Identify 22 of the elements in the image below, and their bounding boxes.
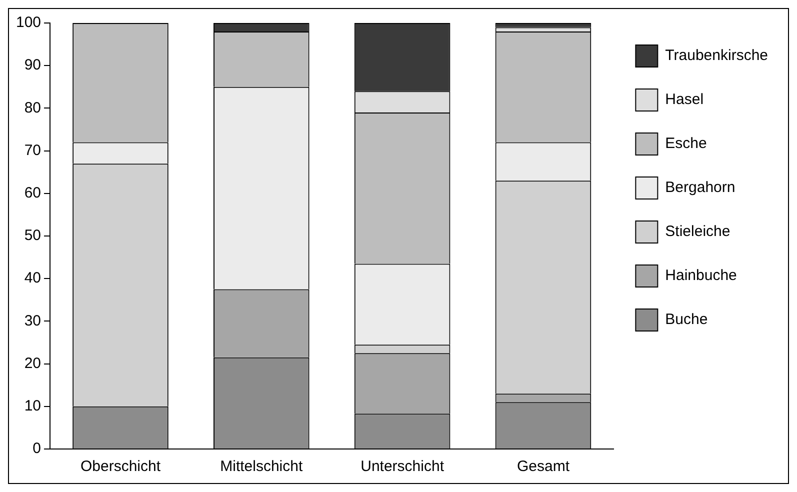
y-tick-label: 100 [16,14,42,32]
y-tick-label: 70 [24,142,42,159]
x-tick-label: Mittelschicht [220,458,304,476]
legend-label: Stieleiche [665,223,730,240]
y-tick-label: 60 [24,184,42,202]
y-tick-label: 80 [24,99,42,116]
y-tick-label: 10 [24,398,42,415]
legend-label: Bergahorn [665,179,736,196]
y-tick-label: 20 [24,354,42,372]
y-tick-label: 0 [32,440,42,458]
legend-label: Traubenkirsche [665,47,768,64]
legend-label: Buche [665,311,708,328]
legend-label: Hasel [665,91,704,108]
x-tick-label: Unterschicht [360,458,445,476]
legend-label: Hainbuche [665,267,737,284]
y-tick-label: 30 [24,312,42,330]
legend-label: Esche [665,135,707,152]
x-tick-label: Oberschicht [80,458,162,476]
y-tick-label: 90 [24,56,42,74]
y-tick-label: 50 [24,227,42,244]
y-tick-label: 40 [24,270,42,287]
x-tick-label: Gesamt [516,458,570,476]
